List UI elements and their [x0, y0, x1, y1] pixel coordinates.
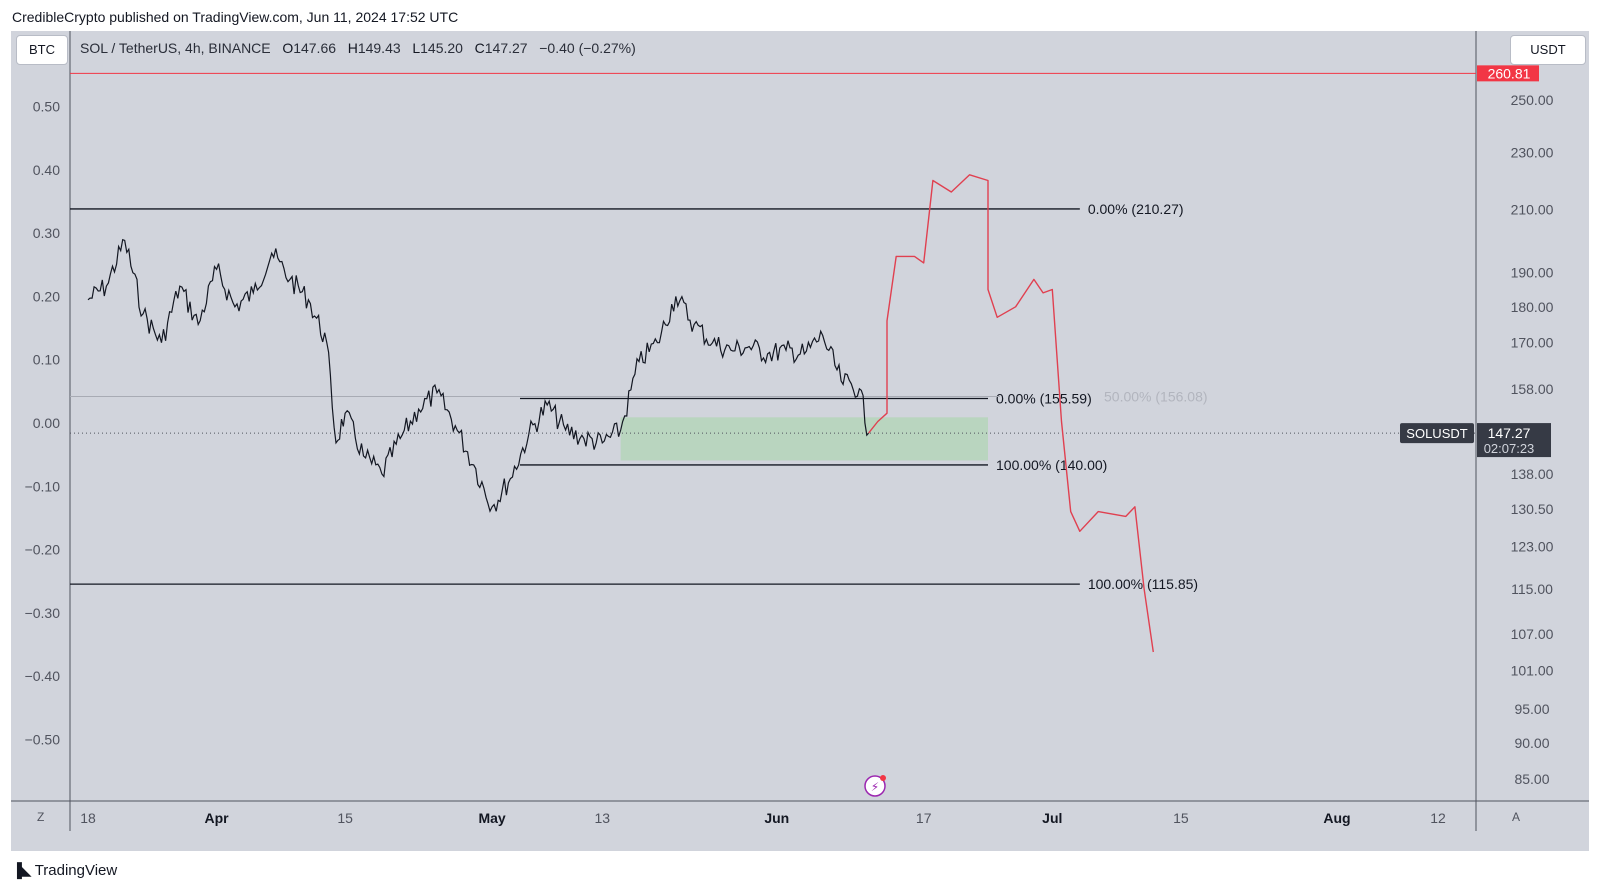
demand-zone [620, 417, 988, 461]
currency-button[interactable]: USDT [1510, 35, 1586, 65]
event-flash-icon-glyph: ⚡ [871, 780, 879, 794]
auto-scale-toggle[interactable]: A [1512, 810, 1521, 824]
time-axis-tick: 15 [337, 810, 353, 826]
last-price-label: 147.27 [1488, 425, 1531, 441]
legend-high-label: H [347, 40, 358, 56]
right-axis-tick: 138.00 [1511, 466, 1554, 482]
time-axis-tick: May [478, 810, 505, 826]
time-axis-tick: 17 [916, 810, 932, 826]
symbol-legend: SOL / TetherUS, 4h, BINANCE O147.66 H149… [80, 40, 636, 56]
right-axis-tick: 90.00 [1514, 735, 1549, 751]
event-flash-icon [864, 775, 886, 797]
right-axis-tick: 115.00 [1511, 581, 1553, 597]
fib-level-label: 100.00% (140.00) [996, 457, 1107, 473]
right-axis-tick: 230.00 [1511, 144, 1554, 160]
left-axis-tick: 0.20 [33, 288, 60, 304]
right-axis-tick: 95.00 [1514, 701, 1549, 717]
legend-low-label: L [412, 40, 421, 56]
legend-change: −0.40 (−0.27%) [539, 40, 636, 56]
right-axis-tick: 101.00 [1511, 662, 1554, 678]
red-level-label: 260.81 [1488, 65, 1531, 81]
last-price-badge [1477, 423, 1551, 458]
right-axis-tick: 158.00 [1511, 381, 1554, 397]
publisher-line: CredibleCrypto published on TradingView.… [12, 9, 459, 25]
legend-low: 145.20 [420, 40, 463, 56]
left-axis-tick: 0.10 [33, 352, 60, 368]
left-axis-tick: −0.20 [25, 542, 61, 558]
left-axis-tick: −0.40 [25, 668, 61, 684]
compare-symbol-button[interactable]: BTC [16, 35, 68, 65]
red-level-badge [1477, 65, 1539, 82]
left-axis-tick: 0.40 [33, 162, 60, 178]
legend-close-label: C [474, 40, 485, 56]
time-axis-tick: 13 [594, 810, 610, 826]
projection-line [868, 174, 1154, 653]
time-axis-tick: Aug [1323, 810, 1350, 826]
faint-level-label: 50.00% (156.08) [1104, 389, 1208, 405]
right-axis-tick: 210.00 [1511, 202, 1554, 218]
time-axis-tick: Apr [205, 810, 230, 826]
tradingview-logo[interactable]: ▐◣ TradingView [12, 862, 117, 879]
left-axis-tick: −0.50 [25, 732, 61, 748]
log-scale-toggle[interactable]: Z [37, 810, 45, 824]
tradingview-brand: TradingView [34, 862, 118, 879]
legend-symbol: SOL / TetherUS, 4h, BINANCE [80, 40, 271, 56]
right-axis-tick: 85.00 [1514, 771, 1549, 787]
time-axis-tick: 15 [1173, 810, 1189, 826]
countdown-label: 02:07:23 [1484, 441, 1535, 456]
time-axis-tick: Jul [1042, 810, 1062, 826]
left-axis-tick: 0.30 [33, 225, 60, 241]
right-axis-tick: 180.00 [1511, 299, 1554, 315]
right-axis-tick: 170.00 [1511, 335, 1554, 351]
right-axis-tick: 123.00 [1511, 538, 1554, 554]
time-axis-tick: Jun [764, 810, 789, 826]
legend-open-label: O [282, 40, 294, 56]
time-axis-tick: 18 [80, 810, 96, 826]
left-axis-tick: −0.10 [25, 478, 61, 494]
price-series-line [87, 238, 870, 513]
fib-level-label: 0.00% (210.27) [1088, 201, 1184, 217]
left-axis-tick: 0.00 [33, 415, 60, 431]
symbol-badge-label: SOLUSDT [1406, 426, 1467, 441]
fib-level-label: 0.00% (155.59) [996, 390, 1092, 406]
legend-high: 149.43 [357, 40, 401, 56]
legend-open: 147.66 [293, 40, 337, 56]
right-axis-tick: 190.00 [1511, 265, 1554, 281]
right-axis-tick: 107.00 [1511, 626, 1554, 642]
right-axis-tick: 250.00 [1511, 92, 1554, 108]
right-axis-tick: 130.50 [1511, 501, 1554, 517]
tradingview-mark-icon: ▐◣ [12, 862, 32, 878]
left-axis-tick: 0.50 [33, 99, 60, 115]
time-axis-tick: 12 [1430, 810, 1446, 826]
left-axis-tick: −0.30 [25, 605, 61, 621]
symbol-badge [1400, 423, 1474, 444]
event-dot-icon [880, 775, 886, 781]
legend-close: 147.27 [484, 40, 528, 56]
